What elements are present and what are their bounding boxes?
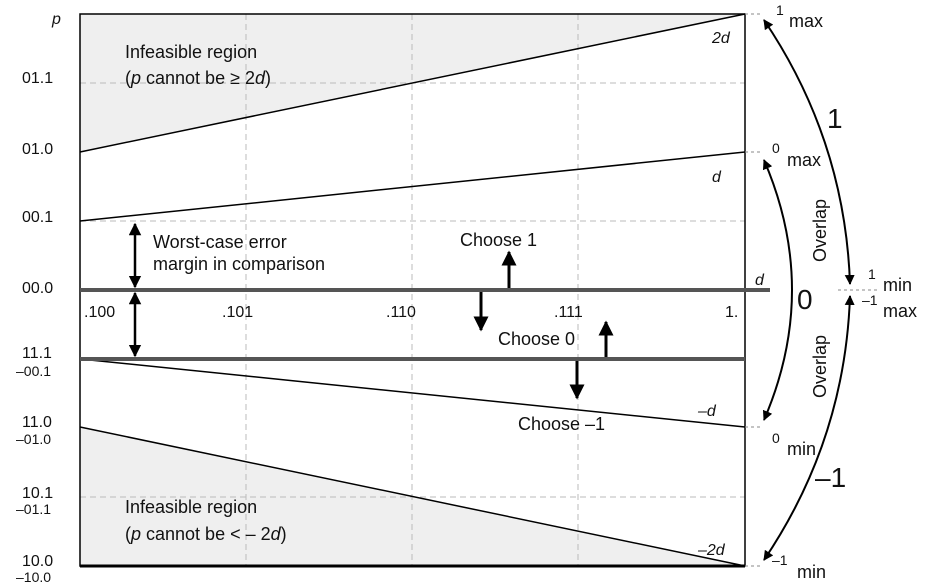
choose-0-label: Choose 0: [498, 329, 575, 349]
x-tick-label: .110: [386, 304, 416, 321]
margin-label-line1: Worst-case error: [153, 232, 287, 252]
y-tick-label-secondary: –00.1: [16, 363, 51, 379]
y-tick-label: 10.1: [22, 485, 53, 502]
upper-infeasible-note: (p cannot be ≥ 2d): [125, 68, 271, 88]
lower-infeasible-note: (p cannot be < – 2d): [125, 524, 287, 544]
neg1-min-sub: min: [797, 562, 826, 582]
line-d: [79, 151, 746, 222]
p-axis-label: p: [51, 11, 61, 28]
x-tick-label: .100: [84, 304, 115, 321]
label-d-upper: d: [712, 169, 722, 186]
x-tick-label: .111: [554, 304, 583, 321]
overlap-upper-label: Overlap: [810, 199, 830, 262]
one-min-sub: min: [883, 275, 912, 295]
line-2d: [79, 13, 746, 153]
y-tick-label: 01.0: [22, 141, 53, 158]
digit-neg1-range-curve: [763, 295, 855, 561]
choose-1-label: Choose 1: [460, 230, 537, 250]
y-tick-label: 10.0: [22, 553, 53, 570]
one-max-sub: max: [789, 11, 823, 31]
label-neg-2d: –2d: [697, 542, 726, 559]
digit-1-label: 1: [827, 103, 843, 134]
y-tick-label: 11.1: [22, 345, 52, 362]
line-neg-d: [79, 358, 746, 428]
x-tick-label: 1.: [725, 304, 738, 321]
zero-min-sup: 0: [772, 430, 780, 446]
boundary-lines: [79, 13, 746, 567]
digit-0-label: 0: [797, 284, 813, 315]
one-max-sup: 1: [776, 2, 784, 18]
lower-infeasible-title: Infeasible region: [125, 497, 257, 517]
overlap-lower-label: Overlap: [810, 335, 830, 398]
zero-max-sup: 0: [772, 140, 780, 156]
upper-infeasible-title: Infeasible region: [125, 42, 257, 62]
neg1-max-sub: max: [883, 301, 917, 321]
zero-max-sub: max: [787, 150, 821, 170]
y-tick-label: 01.1: [22, 70, 53, 87]
y-tick-label-secondary: –01.0: [16, 431, 51, 447]
y-tick-label-secondary: –01.1: [16, 501, 51, 517]
digit-1-range-curve: [763, 19, 855, 285]
label-neg-d: –d: [697, 403, 717, 420]
x-tick-label: .101: [222, 304, 253, 321]
zero-min-sub: min: [787, 439, 816, 459]
margin-label-line2: margin in comparison: [153, 254, 325, 274]
digit-0-range-curve: [762, 159, 793, 421]
y-tick-label-secondary: –10.0: [16, 569, 51, 585]
y-tick-labels: 01.1 01.0 00.1 00.0 11.1 –00.1 11.0 –01.…: [16, 70, 53, 585]
choose-neg1-label: Choose –1: [518, 414, 605, 434]
digit-neg1-label: –1: [815, 462, 846, 493]
label-d-axis: d: [755, 272, 765, 289]
one-min-sup: 1: [868, 266, 876, 282]
y-tick-label: 00.0: [22, 280, 53, 297]
right-ticks: [745, 13, 880, 567]
label-2d: 2d: [711, 30, 731, 47]
neg1-min-sup: –1: [772, 552, 788, 568]
x-tick-labels: .100 .101 .110 .111 1.: [84, 304, 738, 321]
y-tick-label: 11.0: [22, 414, 52, 431]
line-neg-2d: [79, 426, 746, 567]
neg1-max-sup: –1: [862, 292, 878, 308]
y-tick-label: 00.1: [22, 209, 53, 226]
right-curves: [762, 19, 855, 561]
choose-arrows: [473, 250, 614, 400]
